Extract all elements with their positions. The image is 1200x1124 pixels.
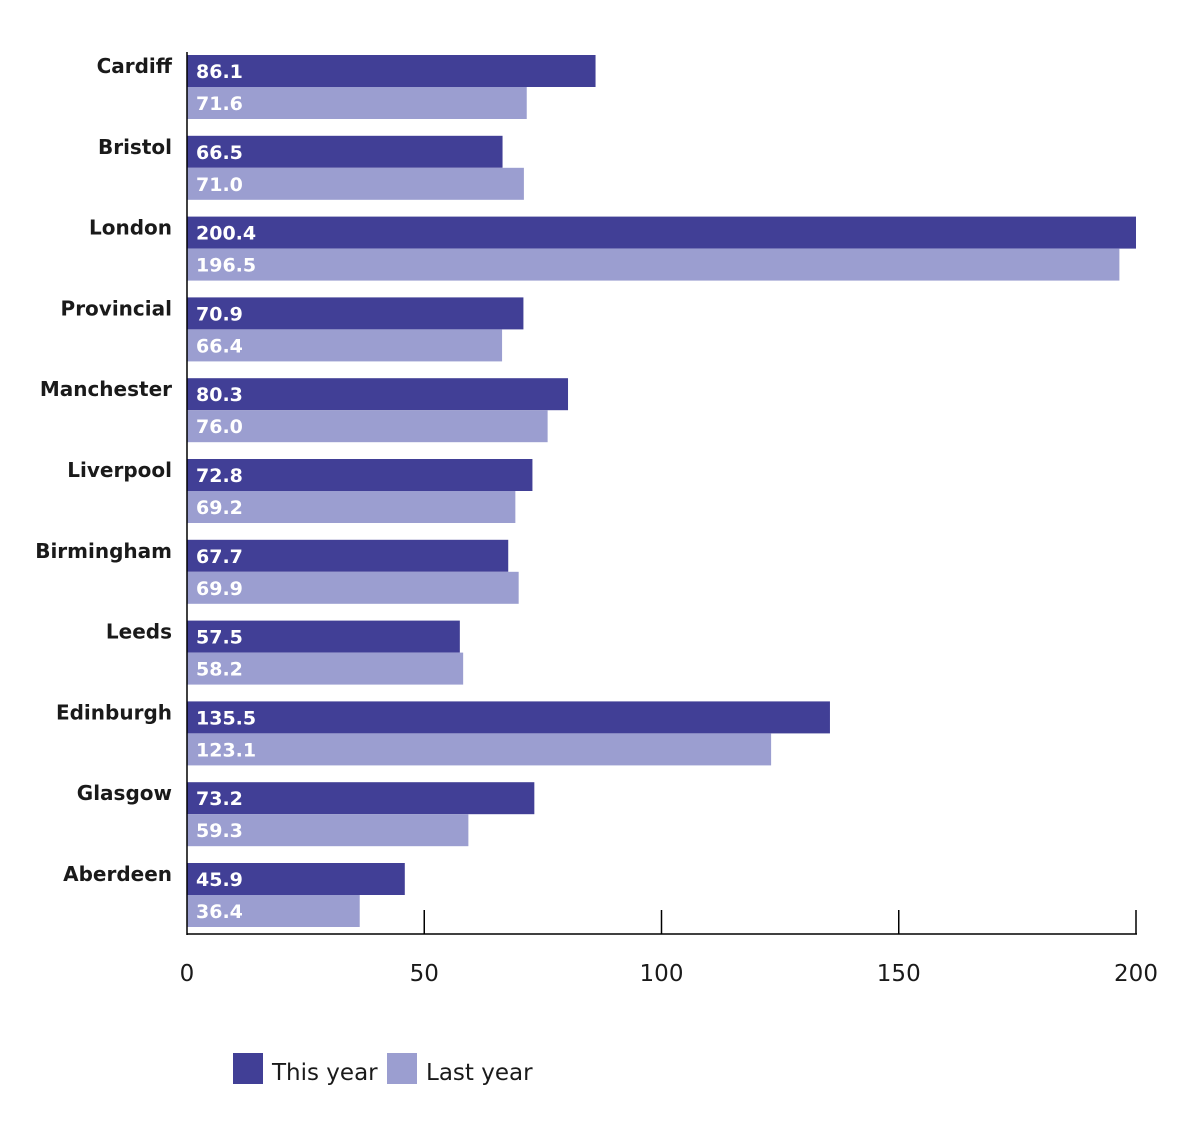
- data-label-last-year-liverpool: 69.2: [196, 497, 243, 519]
- bar-this-year-cardiff: [187, 55, 596, 87]
- bar-this-year-london: [187, 216, 1136, 249]
- category-label-bristol: Bristol: [98, 135, 172, 159]
- data-label-last-year-bristol: 71.0: [196, 174, 243, 196]
- bar-this-year-manchester: [187, 378, 569, 411]
- data-label-last-year-edinburgh: 123.1: [196, 739, 256, 761]
- bar-group-leeds: Leeds 57.5 58.2: [106, 620, 464, 685]
- x-tick-label-150: 150: [877, 961, 921, 987]
- category-label-aberdeen: Aberdeen: [63, 862, 172, 886]
- data-label-last-year-glasgow: 59.3: [196, 820, 243, 842]
- bar-last-year-provincial: [187, 329, 503, 362]
- bar-last-year-aberdeen: [187, 895, 360, 927]
- data-label-this-year-bristol: 66.5: [196, 142, 243, 164]
- bar-group-glasgow: Glasgow 73.2 59.3: [77, 781, 535, 847]
- bar-group-aberdeen: Aberdeen 45.9 36.4: [63, 862, 405, 927]
- data-label-last-year-aberdeen: 36.4: [196, 901, 243, 923]
- data-label-this-year-provincial: 70.9: [196, 303, 243, 325]
- data-label-this-year-cardiff: 86.1: [196, 61, 243, 83]
- bar-group-manchester: Manchester 80.3 76.0: [40, 377, 569, 443]
- bar-last-year-edinburgh: [187, 733, 772, 766]
- data-label-this-year-manchester: 80.3: [196, 384, 243, 406]
- bar-last-year-glasgow: [187, 814, 469, 847]
- bar-this-year-leeds: [187, 620, 460, 653]
- bar-group-provincial: Provincial 70.9 66.4: [61, 296, 524, 362]
- category-label-manchester: Manchester: [40, 377, 172, 401]
- bar-this-year-birmingham: [187, 539, 509, 572]
- bar-this-year-liverpool: [187, 459, 533, 491]
- bar-last-year-birmingham: [187, 571, 519, 604]
- data-label-this-year-birmingham: 67.7: [196, 546, 243, 568]
- category-label-glasgow: Glasgow: [77, 781, 172, 805]
- legend: This year Last year: [233, 1053, 533, 1086]
- category-label-edinburgh: Edinburgh: [56, 700, 172, 724]
- legend-label-this-year: This year: [271, 1060, 378, 1086]
- bar-this-year-bristol: [187, 135, 503, 168]
- category-label-cardiff: Cardiff: [97, 54, 173, 78]
- bar-this-year-aberdeen: [187, 863, 405, 895]
- legend-label-last-year: Last year: [426, 1060, 533, 1086]
- data-label-this-year-edinburgh: 135.5: [196, 707, 256, 729]
- bar-this-year-glasgow: [187, 782, 535, 815]
- bar-group-london: London 200.4 196.5: [89, 216, 1136, 281]
- data-label-last-year-birmingham: 69.9: [196, 578, 243, 600]
- data-label-last-year-cardiff: 71.6: [196, 93, 243, 115]
- data-label-last-year-london: 196.5: [196, 255, 256, 277]
- bar-group-cardiff: Cardiff 86.1 71.6: [97, 54, 596, 119]
- bar-last-year-cardiff: [187, 87, 527, 119]
- bar-group-liverpool: Liverpool 72.8 69.2: [67, 458, 533, 523]
- category-label-london: London: [89, 216, 172, 240]
- data-label-this-year-london: 200.4: [196, 223, 256, 245]
- x-tick-label-50: 50: [410, 961, 439, 987]
- category-label-liverpool: Liverpool: [67, 458, 172, 482]
- bar-this-year-provincial: [187, 297, 524, 330]
- bar-group-birmingham: Birmingham 67.7 69.9: [35, 539, 519, 604]
- category-label-birmingham: Birmingham: [35, 539, 172, 563]
- category-label-provincial: Provincial: [61, 296, 172, 320]
- legend-item-this-year: This year: [233, 1053, 378, 1086]
- data-label-this-year-liverpool: 72.8: [196, 465, 243, 487]
- bars-layer: Cardiff 86.1 71.6 Bristol 66.5 71.0 London 200.…: [35, 54, 1136, 927]
- bar-group-edinburgh: Edinburgh 135.5 123.1: [56, 700, 830, 766]
- bar-last-year-leeds: [187, 652, 464, 685]
- bar-last-year-bristol: [187, 167, 524, 200]
- legend-swatch-last-year: [387, 1053, 417, 1084]
- data-label-this-year-leeds: 57.5: [196, 627, 243, 649]
- data-label-this-year-aberdeen: 45.9: [196, 869, 243, 891]
- data-label-last-year-manchester: 76.0: [196, 416, 243, 438]
- bar-this-year-edinburgh: [187, 701, 830, 734]
- x-tick-label-0: 0: [180, 961, 195, 987]
- x-axis: 0 50 100 150 200: [180, 52, 1158, 987]
- bar-last-year-london: [187, 248, 1120, 281]
- x-tick-label-100: 100: [640, 961, 684, 987]
- legend-item-last-year: Last year: [387, 1053, 533, 1086]
- category-label-leeds: Leeds: [106, 620, 172, 644]
- bar-group-bristol: Bristol 66.5 71.0: [98, 135, 524, 200]
- data-label-last-year-leeds: 58.2: [196, 659, 243, 681]
- data-label-last-year-provincial: 66.4: [196, 335, 243, 357]
- bar-last-year-manchester: [187, 410, 548, 443]
- x-tick-label-200: 200: [1114, 961, 1158, 987]
- bar-last-year-liverpool: [187, 491, 516, 523]
- legend-swatch-this-year: [233, 1053, 263, 1084]
- data-label-this-year-glasgow: 73.2: [196, 788, 243, 810]
